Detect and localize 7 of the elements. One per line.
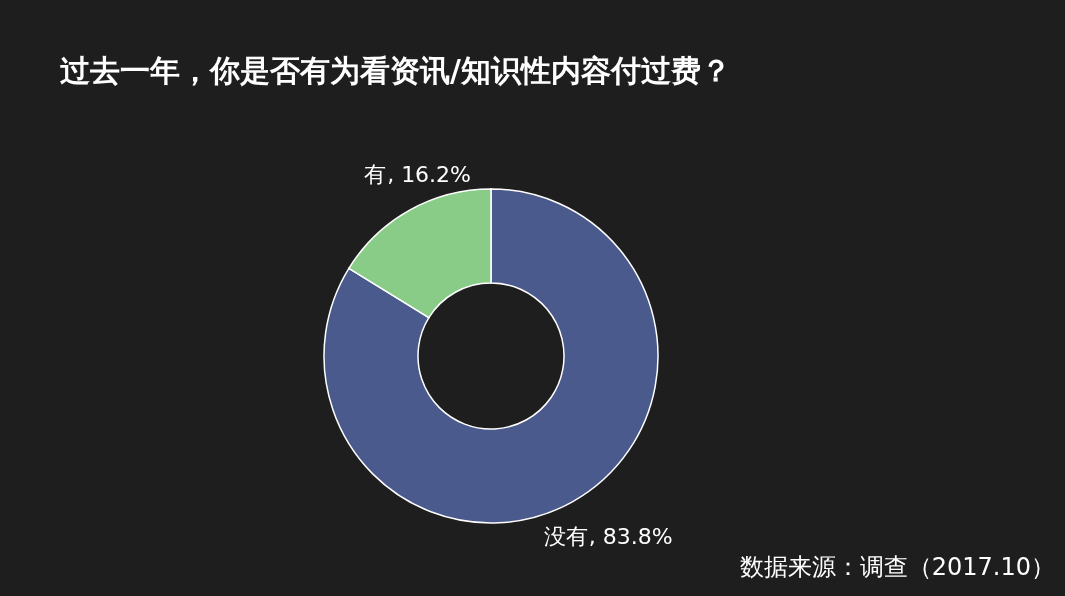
slice-label: 没有 <box>543 523 588 549</box>
slice-label: 有 <box>364 162 387 188</box>
donut-slice <box>323 188 659 524</box>
data-label: , 83.8% <box>588 523 673 549</box>
source-note: 数据来源：调查（2017.10） <box>739 553 1055 581</box>
data-label: , 16.2% <box>387 162 472 188</box>
chart-title: 过去一年，你是否有为看资讯/知识性内容付过费？ <box>60 53 731 88</box>
